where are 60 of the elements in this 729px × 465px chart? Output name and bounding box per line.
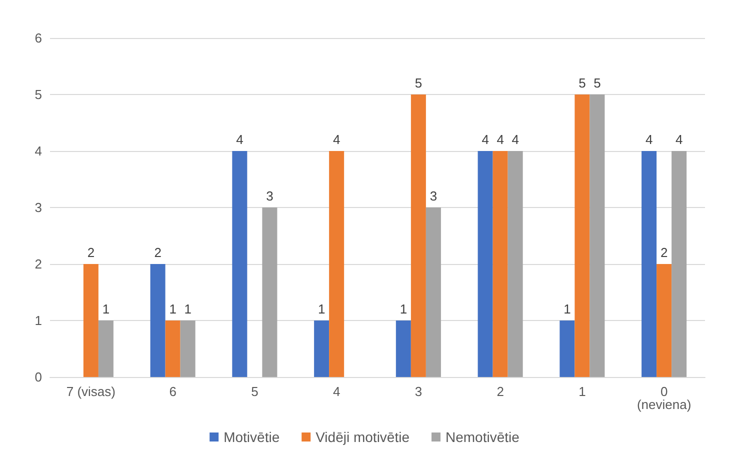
bar [656, 264, 672, 377]
data-label: 4 [236, 132, 244, 147]
data-label: 1 [400, 302, 408, 316]
data-label: 3 [430, 188, 438, 204]
data-label: 4 [675, 132, 683, 147]
data-label: 4 [645, 132, 653, 147]
legend-label: Motivētie [224, 429, 280, 445]
bar [560, 320, 575, 377]
bar [232, 151, 248, 377]
x-tick-label: 2 [496, 384, 504, 399]
y-tick-label: 2 [34, 256, 42, 272]
x-tick-label: 3 [414, 384, 422, 399]
bar [262, 208, 278, 377]
y-tick-label: 0 [34, 370, 42, 384]
x-tick-label: 7 (visas) [66, 384, 116, 399]
bar [492, 151, 508, 377]
bar [478, 151, 493, 377]
data-label: 2 [660, 245, 668, 260]
data-label: 1 [564, 302, 571, 316]
legend-label: Vidēji motivētie [316, 429, 410, 445]
x-tick-label: 1 [578, 384, 586, 399]
data-label: 4 [482, 132, 489, 147]
bar [165, 320, 180, 377]
bar [314, 320, 330, 377]
data-label: 1 [318, 302, 326, 316]
bar [426, 208, 441, 377]
bar [410, 94, 426, 377]
bar [508, 151, 523, 377]
data-label: 4 [512, 132, 519, 147]
bar [590, 94, 605, 377]
y-tick-label: 4 [34, 144, 42, 158]
bar [180, 320, 196, 377]
data-label: 4 [496, 132, 504, 147]
x-tick-label: 4 [332, 384, 340, 399]
x-tick-label: 0 (neviena) [636, 384, 692, 412]
bar [329, 151, 344, 377]
data-label: 1 [169, 302, 176, 316]
data-label: 1 [102, 302, 110, 316]
x-tick-label: 5 [251, 384, 258, 399]
y-tick-label: 5 [34, 87, 42, 102]
bar [672, 151, 687, 377]
x-tick-label: 6 [169, 384, 176, 399]
bar [150, 264, 166, 377]
bar [83, 264, 98, 377]
bar [396, 320, 411, 377]
y-tick-label: 3 [34, 200, 42, 215]
y-tick-label: 6 [34, 30, 42, 46]
data-label: 5 [594, 76, 601, 90]
data-label: 4 [332, 132, 340, 147]
data-label: 5 [578, 76, 586, 90]
data-label: 3 [266, 188, 274, 204]
legend-label: Nemotivētie [446, 429, 520, 445]
data-label: 2 [154, 245, 162, 260]
bar [574, 94, 590, 377]
y-tick-label: 1 [34, 313, 42, 328]
data-label: 5 [414, 76, 422, 90]
bar [98, 320, 114, 377]
bar [642, 151, 657, 377]
data-label: 1 [184, 302, 192, 316]
data-label: 2 [87, 245, 95, 260]
